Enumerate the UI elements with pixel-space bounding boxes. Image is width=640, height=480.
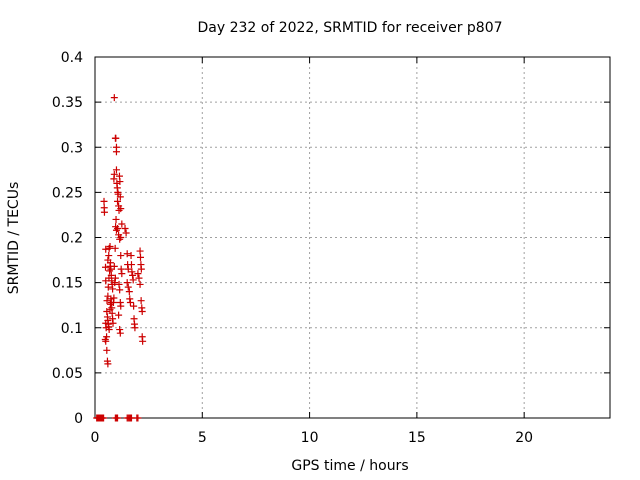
data-point: [110, 170, 118, 178]
data-point: [123, 250, 131, 258]
y-tick-label: 0: [74, 411, 83, 427]
data-point: [115, 311, 123, 319]
x-tick-label: 20: [515, 430, 533, 446]
data-point: [115, 206, 123, 214]
axis-ticks: 0 5 10 15 20 0 0.05 0.1 0.15 0.2 0.25 0.3 0.35 0.4: [52, 50, 610, 446]
data-point: [102, 337, 110, 345]
data-point: [137, 265, 145, 273]
data-point: [102, 263, 110, 271]
data-points: [93, 94, 147, 422]
data-point: [126, 295, 134, 303]
data-point: [127, 261, 135, 269]
data-point: [110, 94, 118, 102]
data-point: [135, 274, 143, 282]
data-point: [105, 244, 113, 252]
data-point: [114, 197, 122, 205]
y-tick-label: 0.2: [61, 231, 83, 247]
plot-frame: [94, 56, 611, 419]
data-point: [114, 414, 122, 422]
data-point: [134, 270, 142, 278]
data-point: [118, 220, 126, 228]
y-axis-label: SRMTID / TECUs: [6, 182, 22, 295]
x-tick-label: 10: [301, 430, 319, 446]
data-point: [106, 259, 114, 267]
x-axis-label: GPS time / hours: [291, 458, 408, 474]
data-point: [100, 208, 108, 216]
data-point: [103, 346, 111, 354]
data-point: [111, 274, 119, 282]
data-point: [116, 326, 124, 334]
data-point: [129, 271, 137, 279]
data-point: [110, 262, 118, 270]
data-point: [116, 286, 124, 294]
data-point: [136, 247, 144, 255]
y-tick-label: 0.4: [61, 50, 83, 66]
data-point: [104, 360, 112, 368]
data-point: [109, 319, 117, 327]
data-point: [116, 178, 124, 186]
grid-lines: [95, 57, 610, 418]
data-point: [130, 302, 138, 310]
data-point: [112, 215, 120, 223]
data-point: [109, 285, 117, 293]
data-point: [138, 308, 146, 316]
data-point: [134, 414, 142, 422]
data-point: [117, 302, 125, 310]
data-point: [131, 324, 139, 332]
data-point: [137, 297, 145, 305]
y-tick-label: 0.35: [52, 95, 83, 111]
data-point: [122, 229, 130, 237]
data-point: [105, 326, 113, 334]
data-point: [116, 329, 124, 337]
data-point: [118, 270, 126, 278]
data-point: [117, 234, 125, 241]
data-point: [124, 265, 132, 273]
data-point: [111, 244, 119, 252]
data-point: [104, 283, 112, 291]
data-point: [100, 197, 108, 205]
data-point: [115, 280, 123, 288]
data-point: [103, 308, 111, 316]
y-tick-label: 0.25: [52, 185, 83, 201]
data-point: [117, 252, 125, 260]
x-tick-label: 0: [91, 430, 100, 446]
data-point: [136, 253, 144, 261]
data-point: [103, 297, 111, 305]
data-point: [105, 252, 113, 260]
data-point: [117, 265, 125, 273]
data-point: [112, 166, 120, 174]
data-point: [112, 148, 120, 156]
data-point: [117, 205, 125, 213]
data-point: [136, 280, 144, 288]
data-point: [128, 268, 136, 276]
data-point: [124, 283, 132, 291]
data-point: [106, 243, 114, 251]
data-point: [121, 224, 129, 232]
data-point: [123, 279, 131, 287]
data-point: [139, 337, 147, 345]
data-point: [111, 279, 119, 287]
x-tick-label: 5: [198, 430, 207, 446]
y-tick-label: 0.1: [61, 321, 83, 337]
data-point: [116, 235, 124, 243]
chart-title: Day 232 of 2022, SRMTID for receiver p80…: [197, 20, 502, 36]
y-tick-label: 0.05: [52, 366, 83, 382]
data-point: [112, 134, 120, 142]
data-point: [129, 276, 137, 284]
data-point: [127, 252, 135, 260]
data-point: [126, 298, 134, 306]
data-point: [100, 414, 108, 422]
data-point: [102, 245, 110, 253]
data-point: [114, 224, 122, 232]
x-tick-label: 15: [408, 430, 426, 446]
y-tick-label: 0.15: [52, 276, 83, 292]
data-point: [110, 294, 118, 302]
y-tick-label: 0.3: [61, 140, 83, 156]
data-point: [125, 288, 133, 296]
data-point: [116, 193, 124, 201]
